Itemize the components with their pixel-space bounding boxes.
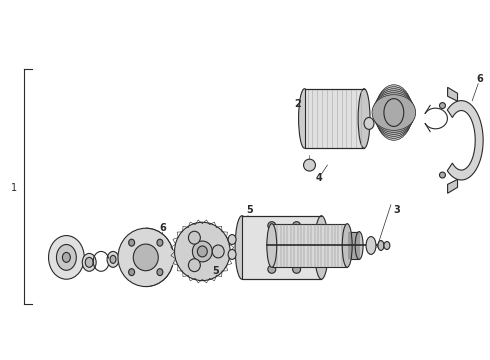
Ellipse shape [364,117,374,129]
Ellipse shape [366,237,376,255]
Text: 1: 1 [11,183,17,193]
Polygon shape [272,224,347,267]
Ellipse shape [228,235,236,244]
Ellipse shape [440,172,445,178]
Ellipse shape [212,245,224,258]
Text: 6: 6 [159,222,166,233]
Ellipse shape [157,239,163,246]
Ellipse shape [157,269,163,276]
Ellipse shape [268,265,276,273]
Ellipse shape [118,228,173,287]
Ellipse shape [440,103,445,109]
Ellipse shape [49,235,84,279]
Ellipse shape [85,257,93,267]
Text: 5: 5 [246,205,253,215]
Ellipse shape [293,265,300,273]
Ellipse shape [189,259,200,272]
Ellipse shape [268,222,276,230]
Polygon shape [242,216,321,279]
Polygon shape [347,231,359,260]
Ellipse shape [62,252,71,262]
Ellipse shape [267,224,277,267]
Ellipse shape [133,244,158,271]
Text: 2: 2 [294,99,301,109]
Ellipse shape [110,255,116,264]
Ellipse shape [82,253,96,271]
Ellipse shape [358,89,370,148]
Ellipse shape [197,246,207,257]
Ellipse shape [303,159,316,171]
Polygon shape [163,249,175,265]
Ellipse shape [384,242,390,249]
Ellipse shape [107,251,119,267]
Text: 5: 5 [212,266,219,276]
Ellipse shape [315,216,328,279]
Ellipse shape [129,239,135,246]
Polygon shape [447,100,483,180]
Ellipse shape [373,91,415,134]
Ellipse shape [378,240,384,251]
Ellipse shape [372,95,416,130]
Ellipse shape [375,85,413,140]
Ellipse shape [373,93,415,132]
Ellipse shape [56,244,76,270]
Ellipse shape [298,89,311,148]
Text: 6: 6 [477,74,484,84]
Ellipse shape [375,87,413,138]
Ellipse shape [342,224,352,267]
Ellipse shape [293,222,300,230]
Polygon shape [447,87,458,101]
Ellipse shape [228,249,236,260]
Ellipse shape [355,231,363,260]
Text: 3: 3 [393,205,400,215]
Ellipse shape [129,269,135,276]
Ellipse shape [174,222,230,280]
Ellipse shape [384,99,404,126]
Text: 4: 4 [316,173,323,183]
Ellipse shape [374,89,414,136]
Ellipse shape [193,241,212,262]
Ellipse shape [189,231,200,244]
Ellipse shape [235,216,249,279]
Polygon shape [305,89,364,148]
Polygon shape [447,179,458,193]
